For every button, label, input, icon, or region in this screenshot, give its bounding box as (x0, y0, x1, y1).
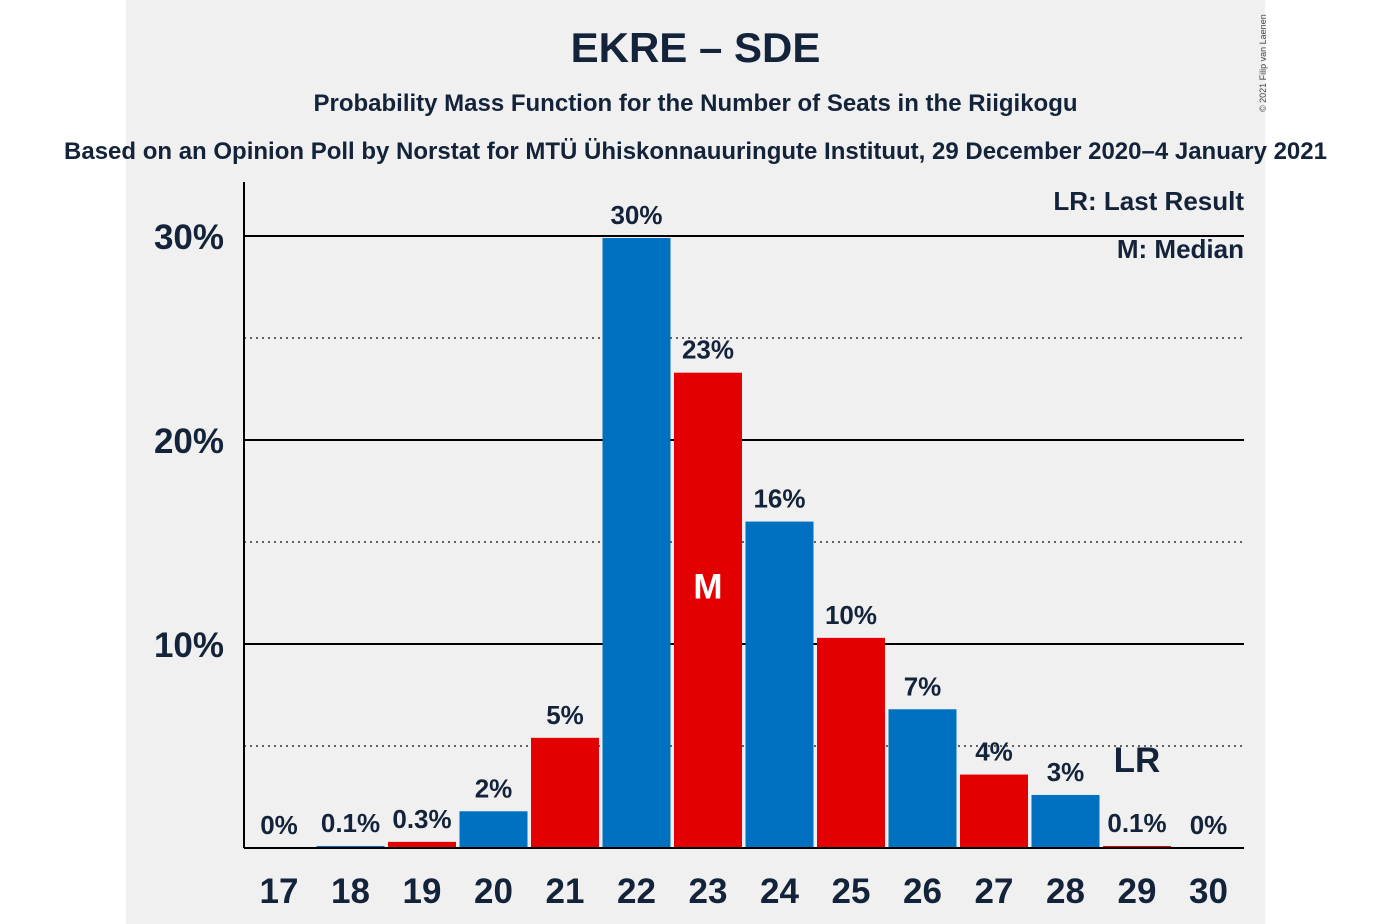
bar-20 (459, 811, 528, 848)
x-tick-label: 17 (260, 872, 299, 911)
bar-label-24: 16% (753, 484, 805, 514)
gridlines (244, 235, 1244, 747)
bar-label-28: 3% (1047, 757, 1085, 787)
bar-label-19: 0.3% (392, 804, 451, 834)
bar-19 (388, 841, 456, 848)
bar-label-21: 5% (546, 700, 584, 730)
y-tick-label: 20% (154, 422, 224, 461)
y-tick-label: 30% (154, 218, 224, 257)
bar-28 (1031, 794, 1100, 848)
bar-22 (602, 238, 671, 849)
bar-29 (1103, 845, 1171, 848)
x-axis-ticks: 17 18 19 20 21 22 23 24 25 26 27 28 29 30 (260, 872, 1228, 911)
bar-label-23: 23% (682, 335, 734, 365)
y-axis-ticks: 10% 20% 30% (154, 218, 224, 665)
x-tick-label: 30 (1189, 872, 1228, 911)
x-tick-label: 20 (474, 872, 513, 911)
last-result-marker: LR (1114, 741, 1161, 780)
bar-label-30: 0% (1190, 810, 1228, 840)
x-tick-label: 21 (546, 872, 585, 911)
chart-title: EKRE – SDE (570, 24, 821, 71)
bar-label-26: 7% (904, 671, 942, 701)
bar-23 (674, 372, 742, 848)
x-tick-label: 26 (903, 872, 942, 911)
x-tick-label: 23 (689, 872, 728, 911)
bar-label-22: 30% (610, 200, 662, 230)
x-tick-label: 18 (331, 872, 370, 911)
bar-27 (960, 774, 1028, 848)
bar-label-18: 0.1% (321, 808, 380, 838)
x-tick-label: 28 (1046, 872, 1085, 911)
bar-label-25: 10% (825, 600, 877, 630)
bar-label-17: 0% (260, 810, 298, 840)
chart-subtitle: Probability Mass Function for the Number… (313, 90, 1078, 117)
bar-label-29: 0.1% (1107, 808, 1166, 838)
bar-18 (316, 845, 385, 848)
bar-label-27: 4% (975, 737, 1013, 767)
bar-24 (745, 521, 814, 848)
x-tick-label: 24 (760, 872, 799, 911)
x-tick-label: 25 (832, 872, 871, 911)
y-tick-label: 10% (154, 626, 224, 665)
bar-labels: 0% 0.1% 0.3% 2% 5% 30% 23% M 16% 10% 7% 4% 3% 0.1% LR 0… (260, 200, 1227, 840)
x-tick-label: 19 (403, 872, 442, 911)
bar-26 (888, 709, 957, 848)
legend-last-result: LR: Last Result (1053, 186, 1244, 216)
bar-label-20: 2% (475, 773, 513, 803)
x-tick-label: 29 (1118, 872, 1157, 911)
median-marker: M (693, 568, 722, 607)
bars (316, 238, 1171, 849)
x-tick-label: 22 (617, 872, 656, 911)
chart-source-subtitle: Based on an Opinion Poll by Norstat for … (64, 138, 1327, 165)
legend-median: M: Median (1117, 234, 1244, 264)
bar-21 (531, 737, 599, 848)
bar-25 (817, 637, 885, 848)
x-tick-label: 27 (975, 872, 1014, 911)
